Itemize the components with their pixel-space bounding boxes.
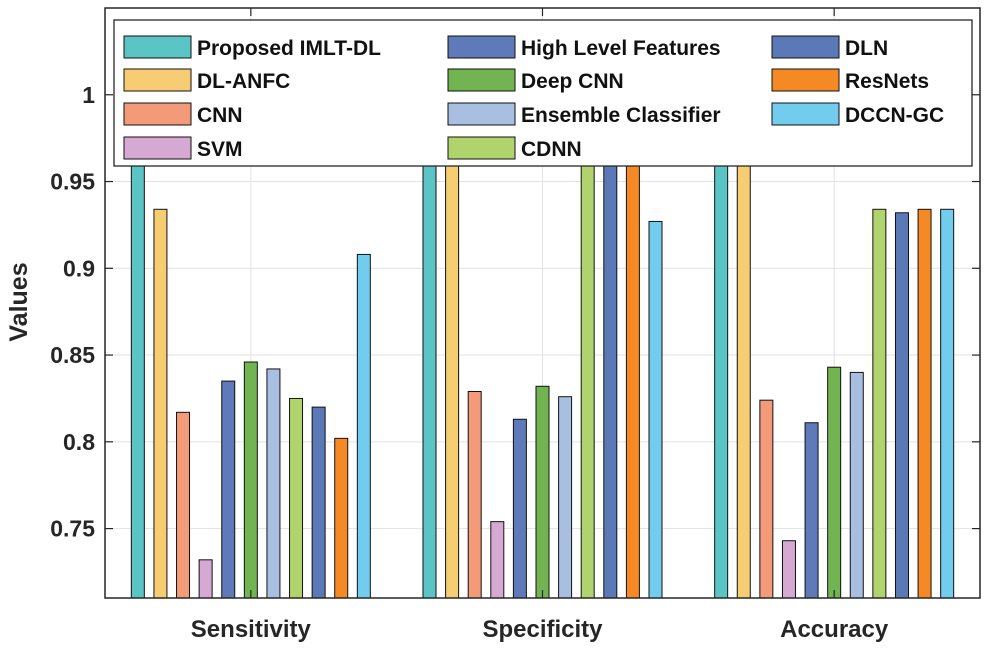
bar-cnn-sensitivity	[176, 411, 191, 599]
bar-cdnn-accuracy	[872, 208, 887, 599]
x-axis-ticks: Sensitivity Specificity Accuracy	[191, 8, 889, 643]
legend-swatch	[123, 35, 192, 59]
bar-resnets-accuracy	[917, 208, 932, 599]
bar-high-level-features-accuracy	[804, 422, 819, 599]
bar-high-level-features-specificity	[512, 418, 527, 599]
bar-svm-sensitivity	[198, 559, 213, 599]
bar-dln-accuracy	[894, 212, 909, 599]
bar-dl-anfc-accuracy	[736, 130, 751, 599]
legend-swatch	[447, 68, 516, 92]
legend-swatch	[123, 102, 192, 126]
y-tick-label: 0.9	[63, 255, 95, 281]
legend: Proposed IMLT-DL DL-ANFC CNN SVM High Level …	[113, 19, 973, 167]
legend-label: CDNN	[521, 138, 582, 161]
bar-svm-specificity	[490, 521, 505, 599]
bar-ensemble-classifier-accuracy	[849, 371, 864, 599]
x-category-label: Specificity	[482, 616, 603, 643]
bar-proposed-imlt-dl-specificity	[422, 102, 437, 599]
legend-label: SVM	[197, 138, 243, 161]
legend-swatch	[123, 68, 192, 92]
bar-svm-accuracy	[781, 540, 796, 599]
bar-cdnn-specificity	[580, 137, 595, 599]
legend-label: CNN	[197, 104, 243, 127]
bar-cnn-accuracy	[759, 399, 774, 599]
legend-label: Proposed IMLT-DL	[197, 37, 381, 60]
bar-ensemble-classifier-sensitivity	[266, 368, 281, 599]
bar-deep-cnn-specificity	[535, 385, 550, 599]
bar-dccn-gc-sensitivity	[356, 253, 371, 599]
bars	[130, 102, 955, 599]
x-category-label: Sensitivity	[191, 616, 312, 643]
bar-dccn-gc-specificity	[648, 220, 663, 599]
legend-label: High Level Features	[521, 37, 721, 60]
legend-swatch	[447, 35, 516, 59]
legend-swatch	[447, 136, 516, 160]
bar-dln-specificity	[603, 132, 618, 599]
bar-proposed-imlt-dl-accuracy	[714, 108, 729, 599]
y-tick-label: 0.95	[50, 169, 95, 195]
legend-swatch	[771, 102, 840, 126]
bar-dl-anfc-sensitivity	[153, 208, 168, 599]
legend-swatch	[123, 136, 192, 160]
y-tick-label: 0.85	[50, 342, 95, 368]
legend-swatch	[771, 68, 840, 92]
bar-cnn-specificity	[467, 391, 482, 599]
bar-dln-sensitivity	[311, 406, 326, 599]
y-tick-label: 0.8	[63, 429, 95, 455]
bar-resnets-sensitivity	[334, 437, 349, 599]
legend-label: ResNets	[845, 70, 929, 93]
legend-label: DL-ANFC	[197, 70, 290, 93]
x-category-label: Accuracy	[780, 616, 889, 643]
legend-label: Ensemble Classifier	[521, 104, 721, 127]
y-tick-label: 1	[82, 82, 95, 108]
bar-ensemble-classifier-specificity	[558, 396, 573, 599]
bar-deep-cnn-accuracy	[827, 366, 842, 599]
bar-resnets-specificity	[625, 120, 640, 599]
y-tick-label: 0.75	[50, 516, 95, 542]
legend-swatch	[771, 35, 840, 59]
legend-swatch	[447, 102, 516, 126]
y-axis-ticks: 0.75 0.8 0.85 0.9 0.95 1	[50, 82, 980, 542]
legend-label: DCCN-GC	[845, 104, 944, 127]
legend-label: Deep CNN	[521, 70, 624, 93]
bar-deep-cnn-sensitivity	[243, 361, 258, 599]
bar-dccn-gc-accuracy	[940, 208, 955, 599]
legend-label: DLN	[845, 37, 888, 60]
bar-high-level-features-sensitivity	[221, 380, 236, 599]
bar-cdnn-sensitivity	[289, 397, 304, 599]
bar-proposed-imlt-dl-sensitivity	[130, 146, 145, 599]
y-axis-title: Values	[5, 262, 33, 341]
bar-dl-anfc-specificity	[445, 116, 460, 599]
